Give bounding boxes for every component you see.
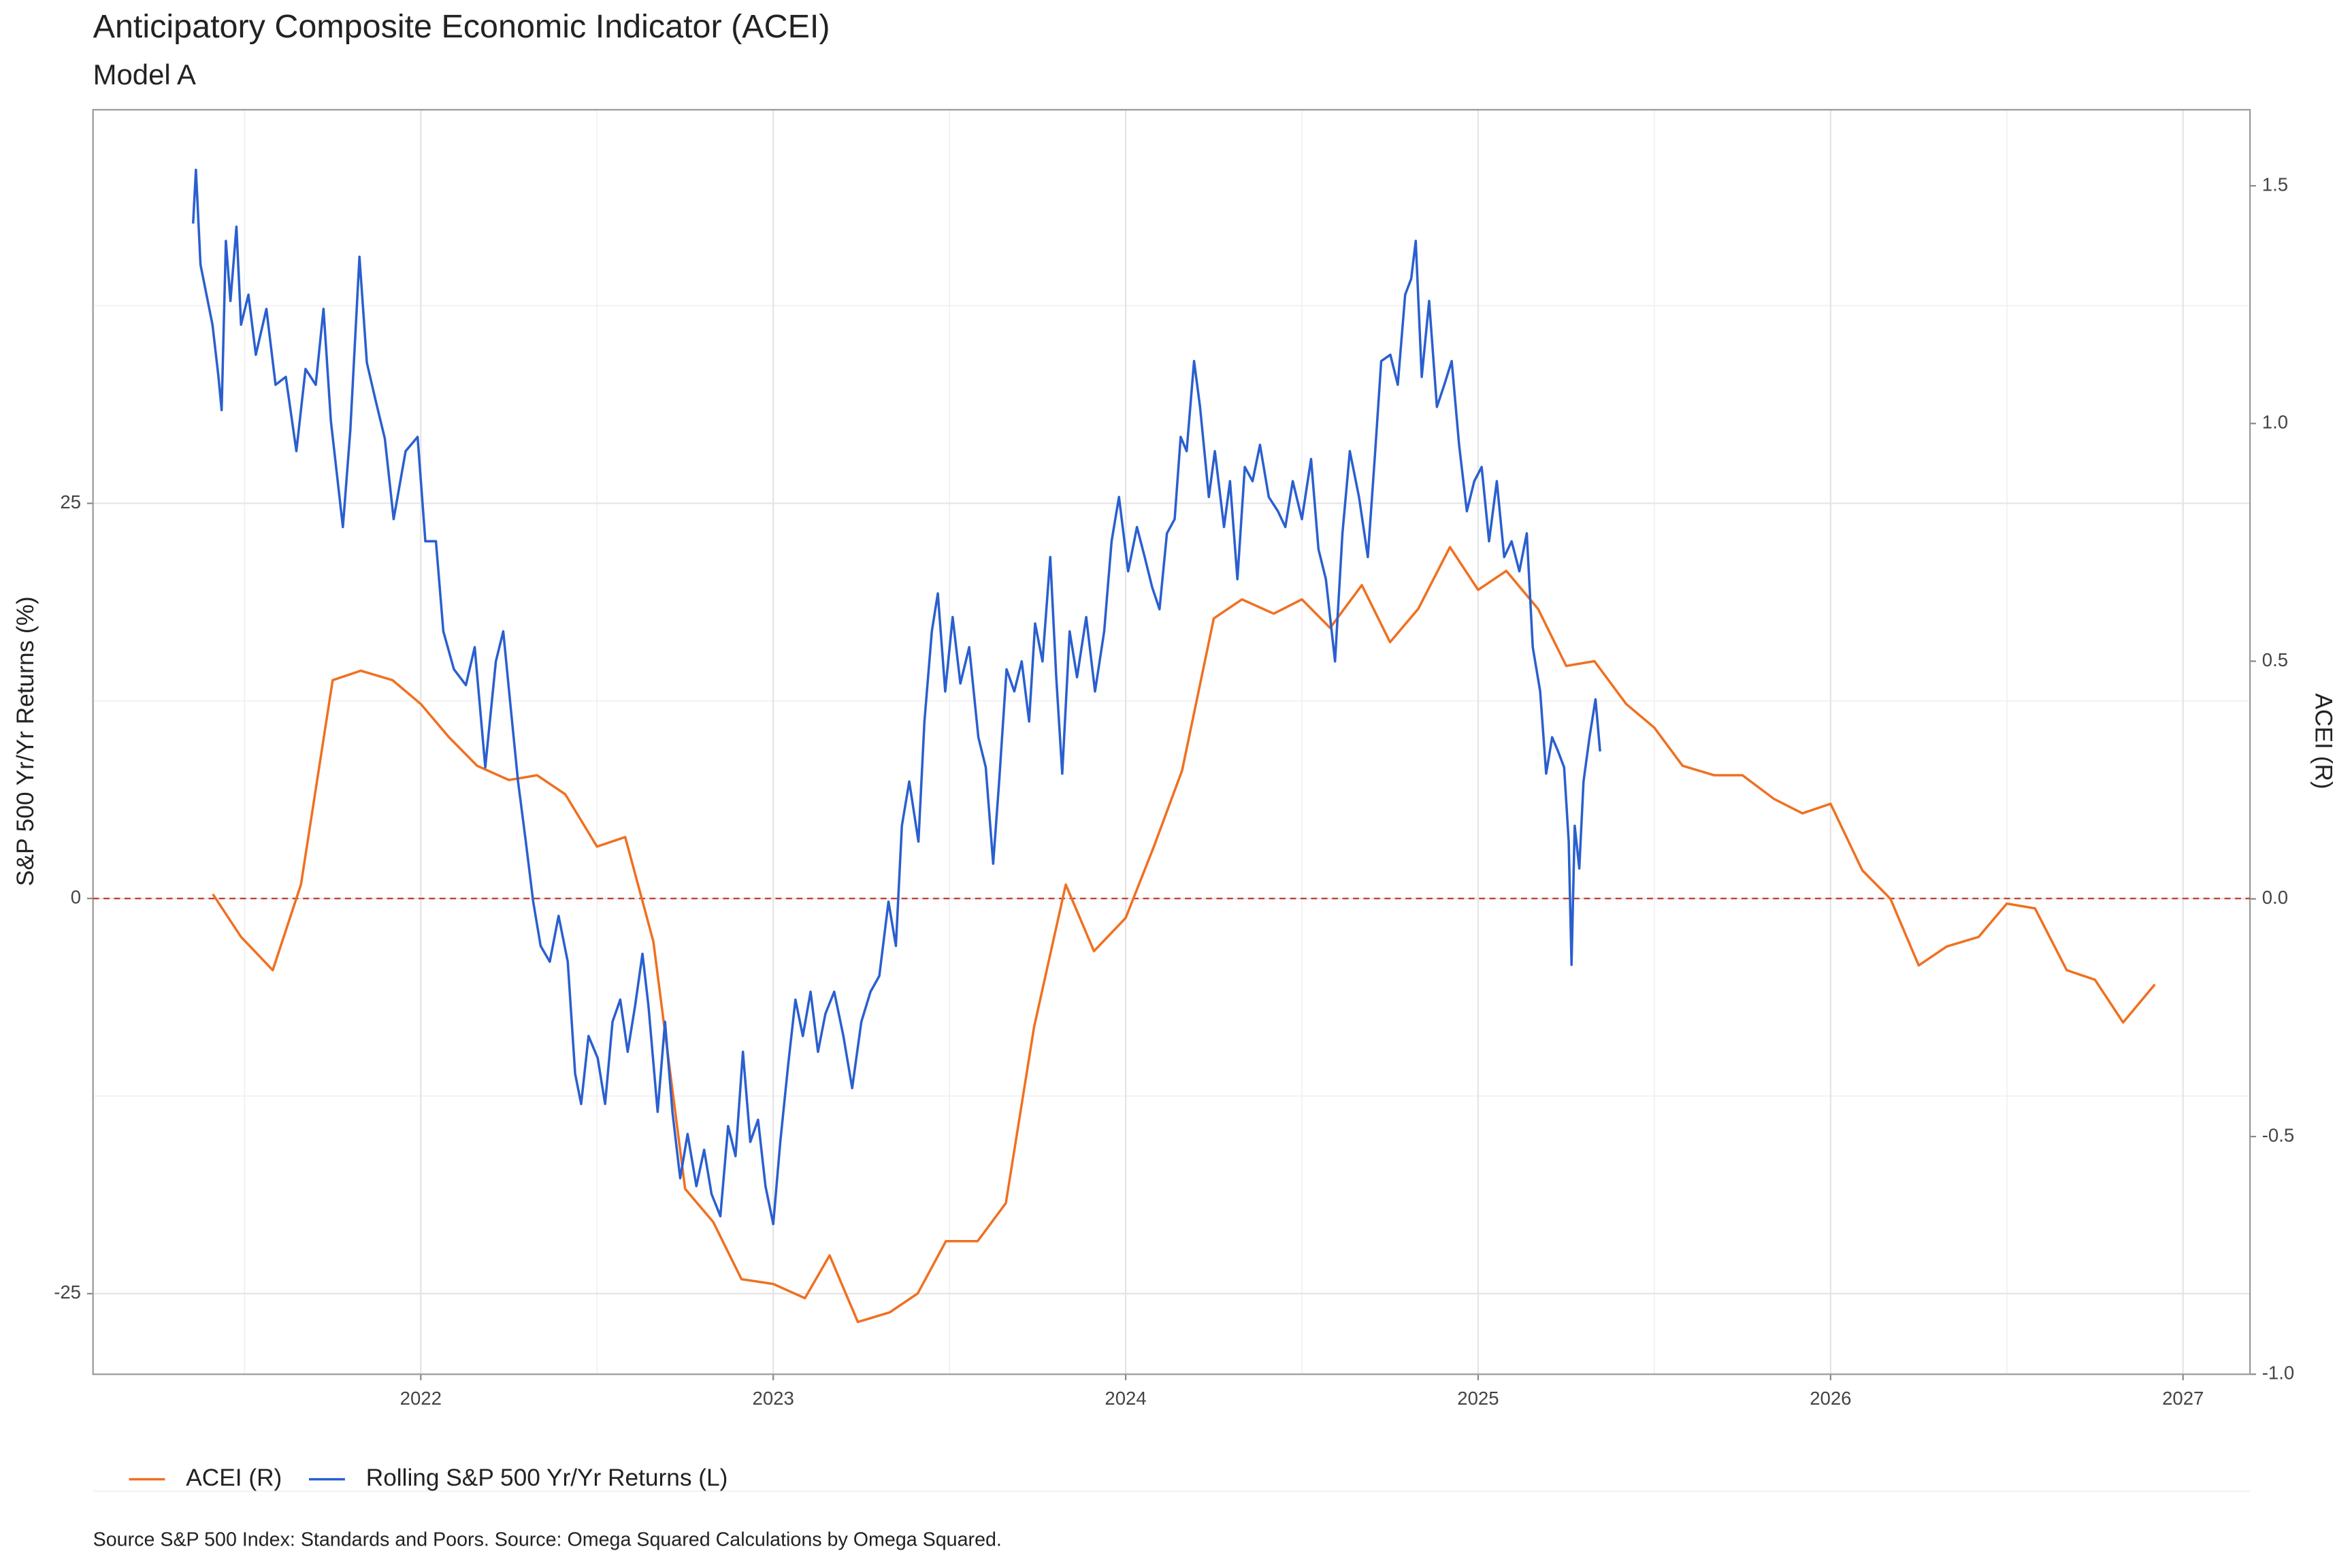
chart-title: Anticipatory Composite Economic Indicato… [93,8,830,45]
caption: Source S&P 500 Index: Standards and Poor… [93,1529,1002,1551]
x-tick-label: 2023 [753,1388,794,1409]
plot-border [92,109,2251,1375]
y2-axis-title: ACEI (R) [2310,693,2337,789]
y2-tick-label: 1.5 [2262,174,2288,195]
y-tick-label: -25 [54,1281,81,1303]
x-tick-label: 2027 [2162,1388,2204,1409]
series-line [212,546,2156,1324]
legend-label: ACEI (R) [186,1465,282,1491]
y2-tick-label: -0.5 [2262,1124,2294,1145]
y2-tick-label: -1.0 [2262,1362,2294,1384]
y-tick-label: 0 [71,886,81,907]
x-tick-label: 2025 [1457,1388,1499,1409]
x-tick-label: 2024 [1105,1388,1146,1409]
y-axis-title: S&P 500 Yr/Yr Returns (%) [12,596,39,886]
chart-subtitle: Model A [93,59,196,91]
x-tick-label: 2026 [1810,1388,1851,1409]
y2-tick-label: 1.0 [2262,412,2288,433]
legend-label: Rolling S&P 500 Yr/Yr Returns (L) [366,1465,728,1491]
y2-tick-label: 0.5 [2262,649,2288,670]
series-line [191,168,1601,1226]
y2-tick-label: 0.0 [2262,887,2288,908]
x-tick-label: 2022 [400,1388,442,1409]
y-tick-label: 25 [60,491,81,512]
